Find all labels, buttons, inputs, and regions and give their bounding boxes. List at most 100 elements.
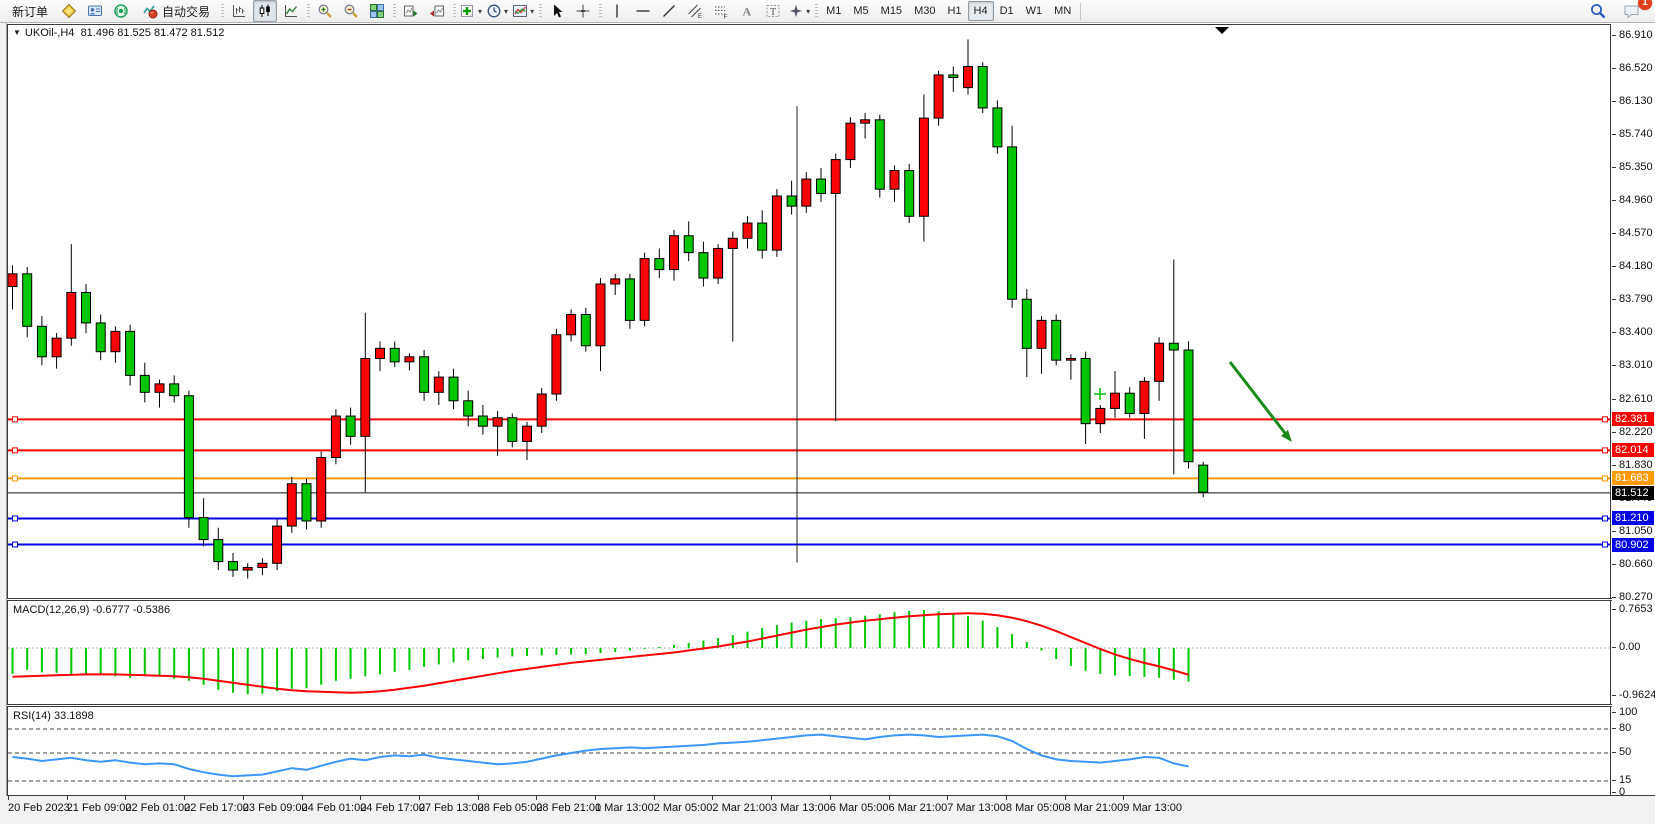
alerts-button[interactable] bbox=[109, 0, 133, 22]
price-axis[interactable]: 86.910 86.520 86.130 85.740 85.350 84.960 84.5… bbox=[1612, 24, 1655, 798]
axis-tick bbox=[1612, 68, 1616, 69]
candle-body bbox=[845, 122, 856, 161]
timeframe-button-w1[interactable]: W1 bbox=[1025, 5, 1043, 17]
svg-text:T: T bbox=[770, 7, 776, 18]
crosshair-icon bbox=[575, 3, 591, 19]
price-tick-label: 83.400 bbox=[1619, 326, 1653, 339]
candle-body bbox=[771, 195, 782, 251]
equidistant-channel-button[interactable]: E bbox=[683, 0, 707, 22]
periods-button[interactable]: ▾ bbox=[485, 0, 509, 22]
indicators-button[interactable]: ▾ bbox=[459, 0, 483, 22]
profiles-button[interactable] bbox=[83, 0, 107, 22]
tile-windows-button[interactable] bbox=[365, 0, 389, 22]
candle-body bbox=[624, 278, 635, 321]
chart-title: ▼ UKOil-,H4 81.496 81.525 81.472 81.512 bbox=[13, 27, 224, 39]
macd-pane[interactable] bbox=[7, 601, 1611, 704]
pane-splitter[interactable] bbox=[7, 598, 1655, 601]
timeframe-button-mn[interactable]: MN bbox=[1054, 5, 1072, 17]
candle-body bbox=[536, 393, 547, 427]
time-axis-tick bbox=[1123, 796, 1125, 800]
dropdown-triangle-icon[interactable]: ▼ bbox=[13, 28, 21, 37]
chart-shift-button[interactable] bbox=[425, 0, 449, 22]
metaeditor-button[interactable] bbox=[57, 0, 81, 22]
zoom-in-button[interactable] bbox=[313, 0, 337, 22]
zoom-out-button[interactable] bbox=[339, 0, 363, 22]
time-axis-label: 3 Mar 13:00 bbox=[771, 802, 830, 814]
autotrading-button[interactable]: 自动交易 bbox=[135, 0, 217, 22]
time-axis-tick bbox=[360, 796, 362, 800]
time-axis-tick bbox=[712, 796, 714, 800]
toolbar-grip bbox=[539, 3, 543, 19]
fibonacci-button[interactable]: F bbox=[709, 0, 733, 22]
macd-name: MACD(12,26,9) bbox=[13, 604, 90, 616]
line-handle[interactable] bbox=[12, 541, 18, 548]
candle-body bbox=[1095, 407, 1106, 425]
auto-scroll-button[interactable] bbox=[399, 0, 423, 22]
toolbar-grip bbox=[453, 3, 457, 19]
notifications-button[interactable]: 1 bbox=[1620, 0, 1652, 22]
time-axis-tick bbox=[771, 796, 773, 800]
plus-marker[interactable] bbox=[1094, 388, 1106, 400]
line-handle[interactable] bbox=[1602, 475, 1608, 482]
rsi-pane[interactable] bbox=[7, 707, 1611, 795]
line-handle[interactable] bbox=[12, 447, 18, 454]
candlestick-chart-button[interactable] bbox=[253, 0, 278, 22]
time-axis-label: 1 Mar 13:00 bbox=[595, 802, 654, 814]
line-chart-button[interactable] bbox=[279, 0, 303, 22]
new-order-button[interactable]: 新订单 bbox=[12, 4, 49, 19]
timeframe-button-h4[interactable]: H4 bbox=[967, 1, 994, 21]
crosshair-button[interactable] bbox=[571, 0, 595, 22]
horizontal-line-button[interactable] bbox=[631, 0, 655, 22]
candle-body bbox=[757, 222, 768, 251]
time-axis-label: 20 Feb 2023 bbox=[8, 802, 70, 814]
chart-shift-icon bbox=[429, 3, 445, 19]
trend-arrow[interactable] bbox=[1228, 361, 1290, 438]
autotrading-label: 自动交易 bbox=[162, 4, 211, 19]
candle-body bbox=[610, 278, 621, 285]
candle-body bbox=[551, 334, 562, 395]
timeframe-button-h1[interactable]: H1 bbox=[947, 5, 962, 17]
timeframe-button-m1[interactable]: M1 bbox=[826, 5, 842, 17]
axis-tick bbox=[1612, 101, 1616, 103]
line-handle[interactable] bbox=[1602, 515, 1608, 522]
candle-body bbox=[433, 376, 444, 393]
time-axis-tick bbox=[595, 796, 596, 800]
symbol-label: UKOil-,H4 bbox=[24, 27, 75, 39]
bar-chart-button[interactable] bbox=[227, 0, 251, 22]
arrows-button[interactable]: ▾ bbox=[787, 0, 811, 22]
timeframe-button-m5[interactable]: M5 bbox=[853, 5, 869, 17]
candle-body bbox=[477, 415, 488, 427]
timeframe-button-m15[interactable]: M15 bbox=[880, 5, 903, 17]
candle-body bbox=[448, 376, 459, 402]
main-toolbar: 新订单 自动交易 bbox=[0, 0, 1655, 23]
line-handle[interactable] bbox=[1602, 541, 1608, 548]
text-icon: A bbox=[739, 3, 755, 19]
candle-body bbox=[507, 417, 518, 442]
text-label-button[interactable]: T bbox=[761, 0, 785, 22]
axis-tick bbox=[1612, 398, 1616, 400]
line-handle[interactable] bbox=[12, 475, 18, 482]
templates-button[interactable]: ▾ bbox=[511, 0, 535, 22]
vertical-line-button[interactable] bbox=[605, 0, 629, 22]
text-button[interactable]: A bbox=[735, 0, 759, 22]
shift-end-marker[interactable] bbox=[1215, 27, 1229, 34]
timeframe-button-m30[interactable]: M30 bbox=[914, 5, 936, 17]
line-handle[interactable] bbox=[12, 515, 18, 522]
chat-bubble-icon bbox=[1623, 3, 1641, 19]
time-axis[interactable]: 20 Feb 2023 21 Feb 09:00 22 Feb 01:00 22 Fe… bbox=[0, 796, 1655, 824]
time-axis-tick bbox=[418, 796, 420, 800]
timeframe-button-d1[interactable]: D1 bbox=[999, 5, 1014, 17]
trendline-button[interactable] bbox=[657, 0, 681, 22]
pane-splitter[interactable] bbox=[7, 704, 1655, 707]
line-handle[interactable] bbox=[12, 416, 18, 423]
rsi-tick-label: 100 bbox=[1619, 706, 1638, 718]
candle-body bbox=[375, 347, 385, 359]
search-button[interactable] bbox=[1586, 0, 1610, 22]
price-chart-pane[interactable] bbox=[7, 24, 1611, 599]
cursor-button[interactable] bbox=[545, 0, 569, 22]
toolbar-grip bbox=[599, 3, 603, 19]
candle-body bbox=[7, 273, 18, 288]
line-handle[interactable] bbox=[1602, 447, 1608, 454]
line-handle[interactable] bbox=[1602, 416, 1608, 423]
fibonacci-icon: F bbox=[713, 3, 729, 19]
